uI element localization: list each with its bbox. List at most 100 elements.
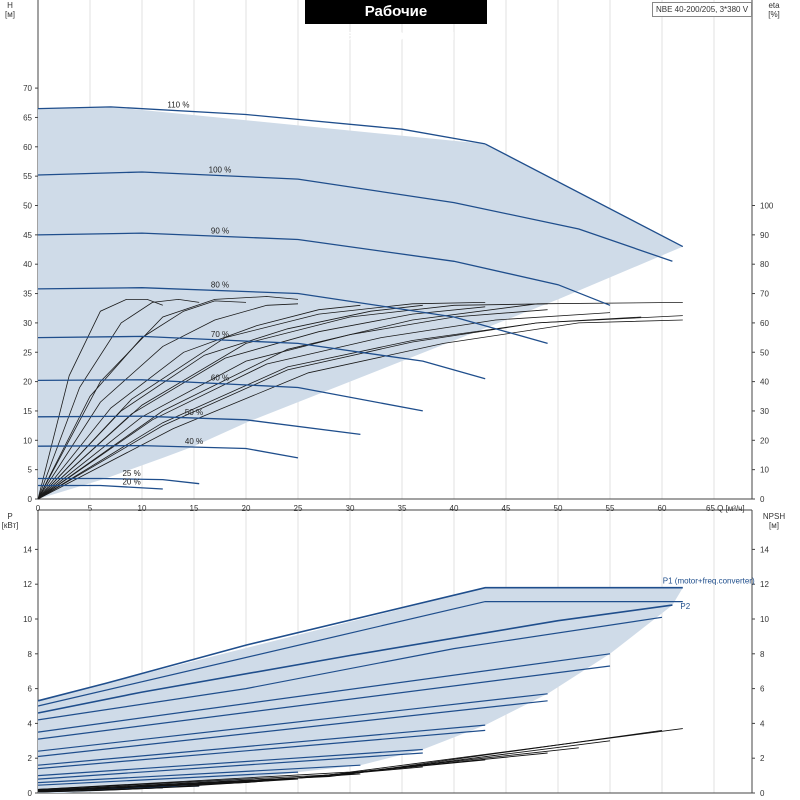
bottom-y-tick-label: 14 xyxy=(23,545,32,554)
power-curve xyxy=(37,693,548,752)
top-y-tick-label: 35 xyxy=(23,290,32,299)
bottom-y2-tick-label: 0 xyxy=(760,789,765,798)
efficiency-curve xyxy=(37,299,163,500)
head-curve xyxy=(37,415,361,436)
efficiency-curve xyxy=(37,298,200,500)
power-series-label: P1 (motor+freq.converter) xyxy=(663,577,755,586)
bottom-y2-tick-label: 6 xyxy=(760,685,765,694)
head-curve xyxy=(37,335,486,380)
top-x-tick-label: 35 xyxy=(398,504,407,513)
bottom-y-tick-label: 8 xyxy=(28,650,33,659)
top-y2-tick-label: 0 xyxy=(760,495,765,504)
power-curve xyxy=(37,700,548,758)
power-curve xyxy=(37,724,486,766)
power-curve xyxy=(37,771,299,786)
top-y-tick-label: 70 xyxy=(23,84,32,93)
power-curve xyxy=(37,653,611,733)
bottom-y-label: P xyxy=(7,512,12,521)
top-y2-unit: [%] xyxy=(768,10,780,19)
head-curve-label: 20 % xyxy=(122,477,140,486)
head-curve-label: 60 % xyxy=(211,374,229,383)
bottom-axes: 0 2 4 6 8 10 12 14 0 2 4 6 8 10 12 14 P[кВт] NPSH[м] xyxy=(2,509,785,798)
top-y2-tick-label: 40 xyxy=(760,378,769,387)
top-marks: 110 % 100 % 90 % 80 % 70 % 60 % 50 % 40 % 25 %20… xyxy=(37,101,684,500)
bottom-y2-label: NPSH xyxy=(763,512,785,521)
head-curve-label: 80 % xyxy=(211,281,229,290)
top-y-tick-label: 65 xyxy=(23,113,32,122)
top-x-tick-label: 25 xyxy=(294,504,303,513)
top-y2-tick-label: 20 xyxy=(760,436,769,445)
top-y-tick-label: 60 xyxy=(23,143,32,152)
chart-title: Рабочие характеристики xyxy=(305,0,487,44)
bottom-y-tick-label: 6 xyxy=(28,685,33,694)
efficiency-curve xyxy=(37,302,683,500)
head-curve xyxy=(37,232,611,306)
power-series-line xyxy=(37,586,683,702)
top-x-tick-label: 50 xyxy=(554,504,563,513)
head-curve-label: 110 % xyxy=(167,101,189,110)
efficiency-curve xyxy=(37,303,548,500)
top-x-axis-label: 65 Q [м³/ч] xyxy=(706,504,745,513)
efficiency-curve xyxy=(37,303,299,500)
head-curve xyxy=(38,484,163,490)
bottom-y-unit: [кВт] xyxy=(2,521,19,530)
bottom-marks: P1 (motor+freq.converter) P2 xyxy=(37,577,755,793)
npsh-curve xyxy=(37,787,163,793)
power-curve xyxy=(37,729,486,770)
top-x-tick-label: 0 xyxy=(36,504,41,513)
head-curve-label: 100 % xyxy=(209,166,232,175)
top-y-tick-label: 15 xyxy=(23,407,32,416)
top-y-tick-label: 30 xyxy=(23,319,32,328)
power-curve xyxy=(37,616,663,721)
top-y2-tick-label: 80 xyxy=(760,260,769,269)
efficiency-curve xyxy=(37,296,299,500)
efficiency-curve xyxy=(37,316,642,500)
bottom-y2-tick-label: 12 xyxy=(760,580,769,589)
top-x-tick-label: 15 xyxy=(190,504,199,513)
top-y-unit: [м] xyxy=(5,10,15,19)
top-y-tick-label: 0 xyxy=(28,495,33,504)
head-curve xyxy=(37,444,299,459)
bottom-y2-tick-label: 4 xyxy=(760,719,765,728)
top-y-tick-label: 5 xyxy=(28,466,33,475)
efficiency-curve xyxy=(37,300,247,500)
bottom-y2-tick-label: 8 xyxy=(760,650,765,659)
top-y-tick-label: 25 xyxy=(23,348,32,357)
top-y2-label: eta xyxy=(768,1,780,10)
bottom-y2-tick-label: 14 xyxy=(760,545,769,554)
efficiency-curve xyxy=(37,304,361,500)
power-series-label: P2 xyxy=(680,602,690,611)
power-curve xyxy=(37,752,423,780)
top-y-tick-label: 20 xyxy=(23,378,32,387)
top-y2-tick-label: 90 xyxy=(760,231,769,240)
top-x-tick-label: 40 xyxy=(450,504,459,513)
pump-model-label: NBE 40-200/205, 3*380 V xyxy=(652,2,753,17)
efficiency-curve xyxy=(37,312,611,500)
head-curve xyxy=(38,477,200,485)
head-curve xyxy=(37,106,486,145)
bottom-y2-unit: [м] xyxy=(769,521,779,530)
top-axes: 0510152025303540455055606570010203040506… xyxy=(5,0,780,513)
max-curve-tail xyxy=(484,143,684,248)
top-y2-tick-label: 10 xyxy=(760,466,769,475)
top-y2-tick-label: 60 xyxy=(760,319,769,328)
head-curve xyxy=(37,287,548,345)
top-y2-tick-label: 30 xyxy=(760,407,769,416)
power-curve xyxy=(37,601,683,707)
top-y2-tick-label: 50 xyxy=(760,348,769,357)
bottom-y-tick-label: 12 xyxy=(23,580,32,589)
bottom-y-tick-label: 4 xyxy=(28,719,33,728)
top-x-tick-label: 5 xyxy=(88,504,93,513)
head-curve-label: 25 % xyxy=(122,469,140,478)
top-y2-tick-label: 100 xyxy=(760,202,774,211)
efficiency-curve xyxy=(37,309,548,500)
top-y-label: H xyxy=(7,1,13,10)
npsh-curve xyxy=(37,773,361,792)
bottom-y2-tick-label: 2 xyxy=(760,754,765,763)
top-x-tick-label: 60 xyxy=(658,504,667,513)
head-curve-label: 90 % xyxy=(211,226,229,235)
head-curve xyxy=(37,379,423,412)
power-curve xyxy=(37,665,611,740)
bottom-y-tick-label: 0 xyxy=(28,789,33,798)
